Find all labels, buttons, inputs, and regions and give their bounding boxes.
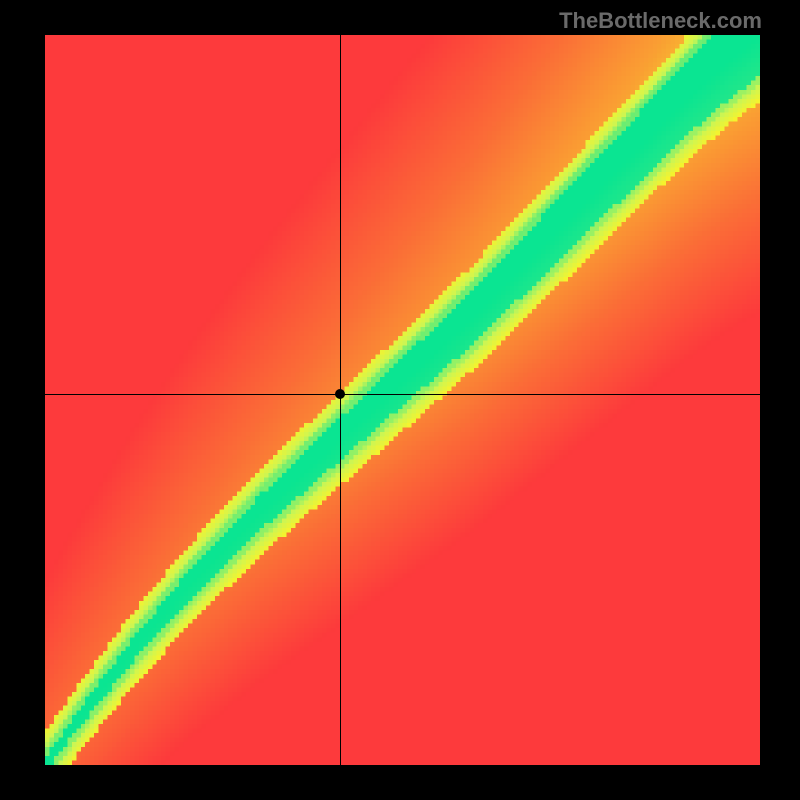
chart-frame: TheBottleneck.com <box>0 0 800 800</box>
crosshair-vertical <box>340 35 341 765</box>
crosshair-horizontal <box>45 394 760 395</box>
heatmap-canvas <box>45 35 760 765</box>
crosshair-marker <box>335 389 345 399</box>
plot-area <box>45 35 760 765</box>
attribution-text: TheBottleneck.com <box>559 8 762 34</box>
